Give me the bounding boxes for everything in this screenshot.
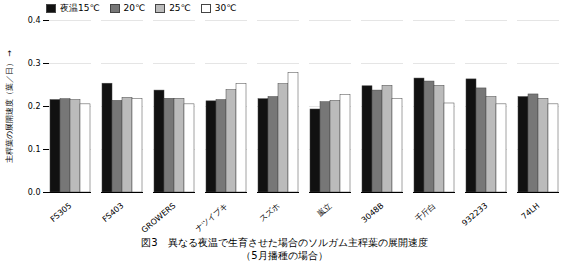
svg-text:0.3: 0.3	[28, 59, 41, 68]
svg-text:千斤白: 千斤白	[413, 201, 437, 223]
svg-text:3048B: 3048B	[360, 201, 386, 225]
svg-text:74LH: 74LH	[520, 201, 542, 221]
svg-text:GROWERS: GROWERS	[140, 201, 178, 235]
svg-text:主稈葉の展開速度（葉／日） →: 主稈葉の展開速度（葉／日） →	[5, 50, 14, 164]
svg-text:スズホ: スズホ	[257, 201, 281, 223]
svg-text:嵐立: 嵐立	[315, 201, 333, 218]
html-text:（5月播種の場合）: （5月播種の場合）	[241, 250, 328, 261]
svg-text:ナツイブキ: ナツイブキ	[193, 201, 229, 234]
html-text:夜温15℃: 夜温15℃	[60, 3, 100, 13]
svg-text:932233: 932233	[460, 201, 489, 228]
html-text:25℃: 25℃	[169, 3, 191, 13]
html-text:図3 異なる夜温で生育させた場合のソルガム主稈葉の展開速度: 図3 異なる夜温で生育させた場合のソルガム主稈葉の展開速度	[141, 237, 428, 248]
svg-text:0.4: 0.4	[28, 16, 41, 25]
svg-text:FS403: FS403	[101, 201, 126, 224]
html-text:20℃: 20℃	[123, 3, 146, 13]
svg-text:0.1: 0.1	[28, 145, 41, 154]
svg-text:0.0: 0.0	[28, 188, 41, 197]
svg-text:0.2: 0.2	[28, 102, 41, 111]
svg-text:FS305: FS305	[49, 201, 74, 224]
html-text:30℃: 30℃	[214, 3, 237, 13]
